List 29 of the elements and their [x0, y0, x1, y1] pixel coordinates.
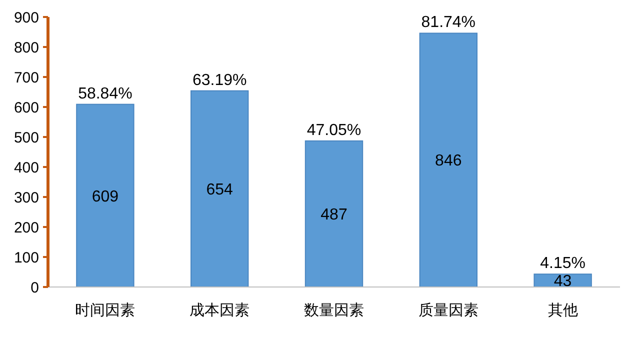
y-tick-label: 0: [30, 279, 39, 296]
annotation: 58.84%: [78, 85, 132, 102]
annotation: 63.19%: [192, 72, 247, 89]
y-tick-label: 300: [14, 189, 39, 206]
data-label: 609: [92, 188, 119, 206]
data-label: 43: [554, 273, 572, 290]
y-tick-label: 800: [14, 39, 39, 56]
y-tick-label: 400: [14, 159, 39, 176]
y-tick-label: 200: [14, 219, 39, 236]
y-tick-label: 700: [14, 69, 39, 86]
data-label: 487: [320, 206, 348, 224]
bar: [76, 104, 134, 288]
bar: [419, 32, 478, 288]
x-tick-label: 成本因素: [190, 302, 250, 319]
x-tick-label: 数量因素: [304, 302, 364, 319]
bar: [190, 90, 249, 288]
y-tick-label: 900: [14, 9, 39, 26]
y-tick-label: 600: [14, 99, 39, 116]
annotation: 47.05%: [306, 122, 362, 139]
bar: [304, 140, 364, 288]
x-tick-label: 质量因素: [418, 302, 478, 319]
y-tick-label: 500: [14, 129, 39, 146]
y-tick-label: 100: [14, 249, 39, 266]
x-tick-label: 时间因素: [75, 302, 136, 319]
x-tick-label: 其他: [548, 302, 578, 319]
data-label: 846: [435, 152, 462, 170]
annotation: 4.15%: [540, 255, 586, 272]
annotation: 81.74%: [421, 14, 476, 32]
data-label: 654: [206, 182, 234, 198]
